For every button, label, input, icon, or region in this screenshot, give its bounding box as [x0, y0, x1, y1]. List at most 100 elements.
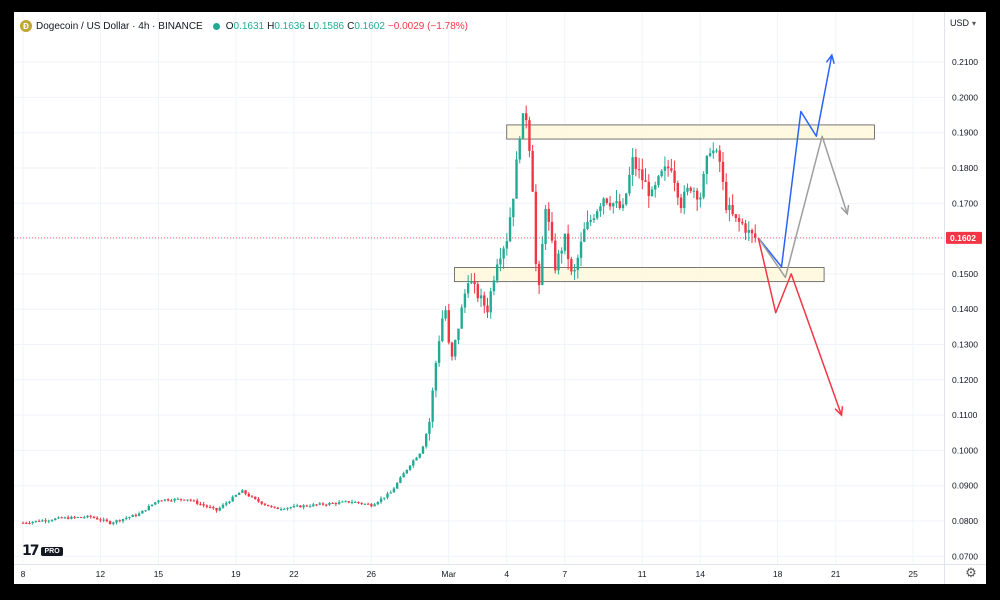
candle-body	[228, 501, 231, 504]
ohlc-item: L0.1586	[308, 21, 344, 32]
candle-body	[405, 469, 409, 474]
candle-body	[508, 217, 512, 242]
pro-badge: PRO	[41, 546, 63, 556]
last-price-tag	[946, 231, 982, 244]
candle-body	[708, 153, 712, 156]
candle-body	[579, 241, 583, 258]
candle-body	[741, 221, 744, 224]
candle-body	[663, 166, 667, 171]
tradingview-mark: 17	[22, 543, 40, 559]
candle-body	[473, 281, 476, 285]
candle-body	[463, 293, 467, 308]
candle-body	[486, 305, 489, 313]
candle-body	[254, 496, 257, 500]
chart-legend: Ð Dogecoin / US Dollar · 4h · BINANCE O0…	[20, 18, 471, 34]
candle-body	[592, 218, 596, 220]
y-tick-label: 0.1500	[952, 269, 978, 279]
candle-body	[302, 505, 305, 508]
currency-selector[interactable]: USD ▾	[950, 18, 976, 28]
candle-body	[557, 253, 560, 271]
ohlc-key: O	[225, 20, 234, 32]
candle-body	[128, 516, 131, 518]
candle-body	[499, 258, 502, 265]
x-tick-label: 7	[562, 569, 567, 579]
candle-body	[747, 230, 750, 233]
candle-body	[412, 460, 415, 466]
candle-body	[99, 519, 102, 521]
chart-frame[interactable]: 0.0700 0.0800 0.0900 0.1000 0.1100 0.1200 0.13…	[14, 12, 986, 584]
candle-body	[634, 157, 638, 170]
scenario-gray-arrowhead	[840, 204, 850, 216]
candle-body	[189, 499, 192, 501]
candle-body	[325, 504, 328, 506]
candle-body	[428, 421, 431, 434]
candle-body	[257, 499, 260, 502]
candle-body	[554, 240, 557, 271]
ohlc-value: 0.1602	[354, 20, 385, 32]
candle-body	[566, 233, 570, 260]
candle-body	[389, 492, 392, 494]
candle-body	[392, 488, 396, 493]
candle-body	[57, 517, 60, 519]
candle-body	[560, 250, 563, 254]
candle-body	[650, 189, 654, 197]
ohlc-values: O0.1631 H0.1636 L0.1586 C0.1602 −0.0029 (−1.…	[226, 21, 471, 32]
x-tick-label: 4	[504, 569, 509, 579]
candle-body	[750, 230, 754, 234]
candle-body	[89, 515, 92, 517]
y-tick-label: 0.1300	[952, 340, 978, 350]
candle-body	[328, 503, 331, 505]
candle-body	[679, 197, 683, 209]
candle-body	[425, 433, 428, 447]
x-tick-label: 19	[231, 569, 241, 579]
candle-body	[47, 520, 51, 522]
dogecoin-icon: Ð	[20, 20, 32, 32]
candle-body	[654, 185, 657, 190]
candle-body	[279, 508, 283, 510]
candle-body	[699, 197, 702, 200]
candle-body	[244, 490, 247, 494]
candle-body	[54, 518, 57, 521]
candle-body	[354, 501, 357, 503]
ohlc-item: C0.1602	[347, 21, 385, 32]
y-tick-label: 0.2100	[952, 57, 978, 67]
candle-body	[315, 504, 318, 506]
x-tick-label: 25	[908, 569, 918, 579]
candle-body	[731, 205, 734, 215]
candle-body	[237, 492, 241, 496]
candle-body	[195, 500, 199, 504]
candle-body	[631, 157, 634, 175]
candle-body	[744, 223, 747, 233]
ohlc-value: 0.1631	[233, 20, 265, 32]
candle-body	[376, 501, 380, 505]
candle-body	[702, 173, 705, 198]
candle-body	[728, 205, 731, 211]
candle-body	[160, 500, 163, 502]
gear-icon[interactable]: ⚙	[965, 565, 977, 580]
y-tick-label: 0.1100	[952, 410, 978, 420]
price-chart[interactable]: 0.0700 0.0800 0.0900 0.1000 0.1100 0.1200 0.13…	[14, 12, 986, 584]
tradingview-logo[interactable]: 17 PRO	[22, 543, 63, 559]
candle-body	[705, 155, 709, 174]
symbol-title[interactable]: Dogecoin / US Dollar · 4h · BINANCE	[36, 20, 203, 32]
candle-body	[50, 520, 54, 522]
candle-body	[157, 500, 160, 503]
candle-body	[283, 508, 286, 510]
candle-body	[612, 203, 615, 207]
candle-body	[528, 120, 531, 151]
candle-body	[444, 310, 447, 319]
candle-body	[718, 150, 721, 162]
candle-body	[676, 182, 680, 198]
candle-body	[341, 501, 344, 503]
candle-body	[460, 307, 463, 329]
candle-body	[105, 519, 109, 522]
candle-body	[695, 190, 699, 200]
candle-body	[241, 490, 244, 493]
scenario-red-path	[757, 237, 843, 416]
candle-body	[550, 221, 554, 241]
candle-body	[299, 505, 302, 508]
candle-body	[92, 516, 96, 518]
candle-body	[457, 328, 460, 340]
candle-body	[205, 505, 209, 507]
candle-body	[137, 513, 141, 516]
